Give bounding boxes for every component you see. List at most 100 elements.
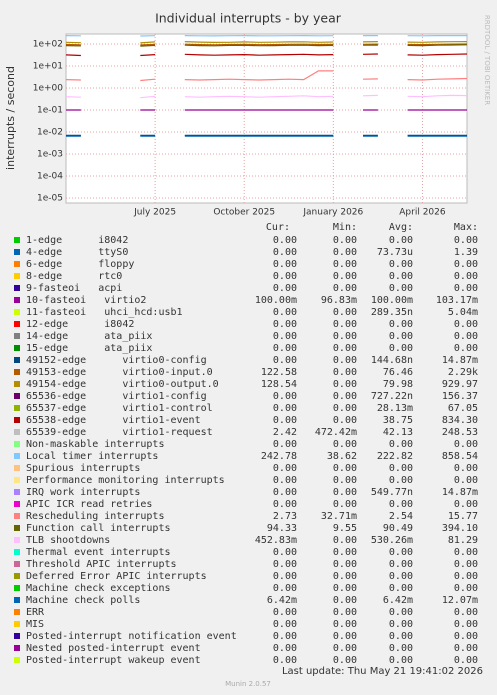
legend-name: Deferred Error APIC interrupts	[26, 571, 207, 582]
legend-stat: 0.00	[389, 283, 413, 294]
legend-stat: 0.00	[389, 343, 413, 354]
legend-stat: 0.00	[454, 319, 478, 330]
legend-stat: 0.00	[273, 415, 297, 426]
y-tick-label: 1e+00	[33, 83, 64, 93]
legend-stat: 94.33	[267, 523, 297, 534]
legend-stat: 67.05	[448, 403, 478, 414]
legend-stat: 0.00	[333, 499, 357, 510]
legend-swatch	[14, 273, 20, 279]
legend-stat: 156.37	[442, 391, 478, 402]
legend-stat: 0.00	[454, 631, 478, 642]
legend-name: 14-edge ata_piix	[26, 331, 152, 342]
legend-stat: 0.00	[389, 475, 413, 486]
legend-stat: 0.00	[273, 559, 297, 570]
legend-swatch	[14, 309, 20, 315]
legend-swatch	[14, 369, 20, 375]
legend-stat: 0.00	[333, 475, 357, 486]
legend-name: Performance monitoring interrupts	[26, 475, 225, 486]
legend-name: Machine check exceptions	[26, 583, 171, 594]
legend-stat: 0.00	[333, 643, 357, 654]
series-line	[65, 41, 468, 44]
legend-stat: 0.00	[273, 499, 297, 510]
legend-stat: 0.00	[454, 235, 478, 246]
legend-swatch	[14, 633, 20, 639]
legend-stat: 0.00	[273, 271, 297, 282]
y-tick-label: 1e-04	[37, 171, 63, 181]
legend-swatch	[14, 657, 20, 663]
legend-stat: 2.42	[273, 427, 297, 438]
legend-stat: 128.54	[261, 379, 297, 390]
legend-name: Nested posted-interrupt event	[26, 643, 201, 654]
column-header: Cur:	[266, 222, 290, 233]
legend-stat: 0.00	[333, 331, 357, 342]
legend-stat: 0.00	[389, 319, 413, 330]
legend-stat: 100.00m	[371, 295, 413, 306]
legend-stat: 0.00	[333, 271, 357, 282]
legend-name: Rescheduling interrupts	[26, 511, 164, 522]
legend-stat: 0.00	[389, 547, 413, 558]
legend-swatch	[14, 285, 20, 291]
legend-stat: 0.00	[273, 319, 297, 330]
legend-stat: 38.75	[383, 415, 413, 426]
legend-stat: 42.13	[383, 427, 413, 438]
legend-stat: 0.00	[273, 643, 297, 654]
legend-stat: 0.00	[273, 547, 297, 558]
legend-name: 11-fasteoi uhci_hcd:usb1	[26, 307, 183, 318]
legend-stat: 0.00	[389, 619, 413, 630]
legend-swatch	[14, 249, 20, 255]
legend-stat: 0.00	[454, 499, 478, 510]
legend-name: 49153-edge virtio0-input.0	[26, 367, 213, 378]
legend-stat: 0.00	[454, 583, 478, 594]
y-tick-label: 1e+02	[33, 40, 63, 50]
legend-stat: 5.04m	[448, 307, 478, 318]
legend-stat: 0.00	[333, 259, 357, 270]
legend-name: 49152-edge virtio0-config	[26, 355, 207, 366]
legend-swatch	[14, 417, 20, 423]
legend-swatch	[14, 585, 20, 591]
column-header: Avg:	[389, 222, 413, 233]
legend-stat: 12.07m	[442, 595, 478, 606]
legend-stat: 0.00	[389, 583, 413, 594]
legend-name: 49154-edge virtio0-output.0	[26, 379, 219, 390]
series-line	[65, 70, 468, 82]
legend-swatch	[14, 609, 20, 615]
x-tick-label: January 2026	[302, 208, 363, 218]
legend-stat: 472.42m	[315, 427, 357, 438]
legend-stat: 0.00	[454, 475, 478, 486]
legend-name: 12-edge i8042	[26, 319, 134, 330]
legend-stat: 530.26m	[371, 535, 413, 546]
legend-stat: 0.00	[389, 499, 413, 510]
legend-stat: 0.00	[273, 331, 297, 342]
legend-stat: 2.29k	[448, 367, 478, 378]
legend-stat: 0.00	[273, 655, 297, 666]
legend-name: ERR	[26, 607, 45, 618]
legend-swatch	[14, 549, 20, 555]
legend-stat: 0.00	[333, 283, 357, 294]
legend-stat: 0.00	[389, 271, 413, 282]
legend-swatch	[14, 537, 20, 543]
legend-stat: 0.00	[333, 607, 357, 618]
legend-stat: 858.54	[442, 451, 478, 462]
legend-name: 8-edge rtc0	[26, 271, 122, 282]
legend-swatch	[14, 333, 20, 339]
legend-stat: 0.00	[273, 343, 297, 354]
legend-stat: 6.42m	[383, 595, 413, 606]
legend-stat: 0.00	[333, 379, 357, 390]
legend-name: TLB shootdowns	[26, 535, 110, 546]
legend-swatch	[14, 489, 20, 495]
legend-name: 10-fasteoi virtio2	[26, 295, 146, 306]
legend-swatch	[14, 573, 20, 579]
legend-stat: 0.00	[333, 439, 357, 450]
legend-stat: 0.00	[389, 643, 413, 654]
legend-stat: 0.00	[333, 307, 357, 318]
legend-stat: 14.87m	[442, 355, 478, 366]
x-tick-label: October 2025	[213, 208, 275, 218]
legend-stat: 0.00	[333, 319, 357, 330]
legend-stat: 0.00	[333, 631, 357, 642]
legend-stat: 0.00	[333, 655, 357, 666]
chart-title: Individual interrupts - by year	[155, 11, 342, 26]
legend-stat: 289.35n	[371, 307, 413, 318]
y-tick-label: 1e-01	[37, 105, 63, 115]
legend-stat: 0.00	[273, 487, 297, 498]
legend-stat: 0.00	[273, 355, 297, 366]
